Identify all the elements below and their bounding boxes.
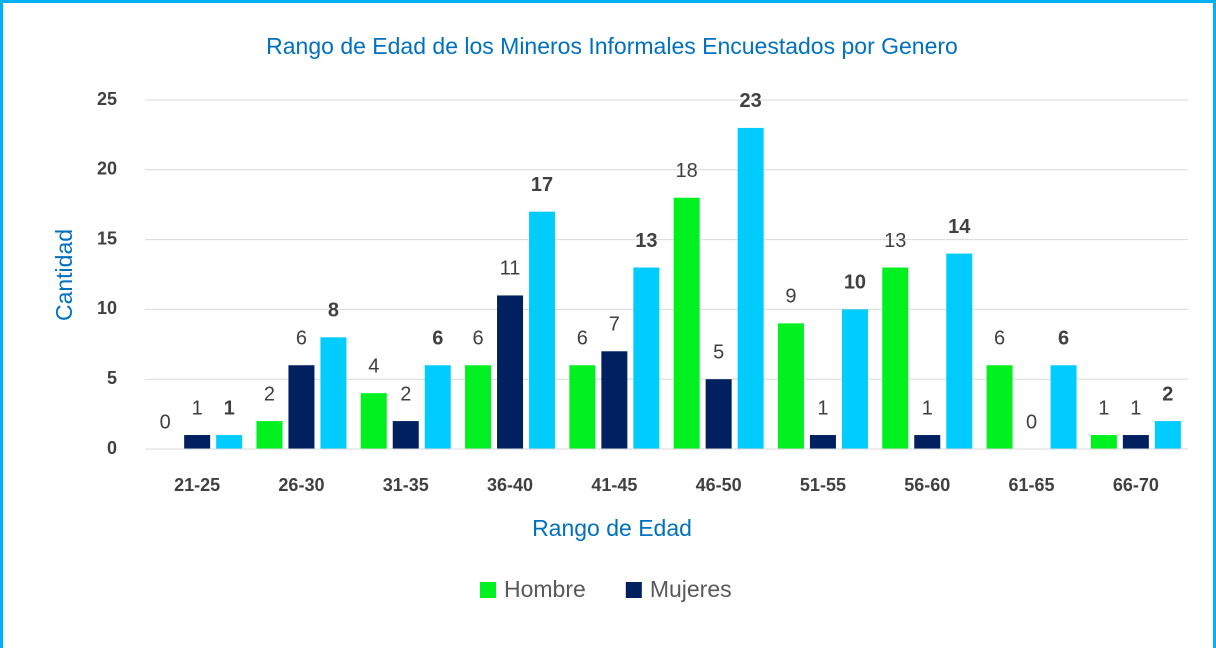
bar xyxy=(320,337,347,449)
bar xyxy=(809,435,836,449)
legend-swatch xyxy=(625,582,642,598)
bar xyxy=(705,379,732,449)
data-label: 2 xyxy=(400,383,411,405)
data-label: 23 xyxy=(740,90,762,112)
y-tick-label: 0 xyxy=(107,438,117,458)
bar xyxy=(216,435,243,449)
bar xyxy=(184,435,211,449)
data-label: 6 xyxy=(472,328,483,350)
data-label: 7 xyxy=(609,314,620,336)
data-label: 13 xyxy=(635,230,657,252)
bar xyxy=(914,435,941,449)
bar xyxy=(986,365,1013,449)
data-label: 1 xyxy=(1098,397,1109,419)
data-label: 1 xyxy=(192,397,203,419)
data-label: 8 xyxy=(328,300,339,322)
y-tick-label: 20 xyxy=(97,159,117,179)
data-label: 10 xyxy=(844,272,866,294)
bar xyxy=(882,267,909,449)
x-tick-label: 51-55 xyxy=(800,475,846,495)
bar xyxy=(673,197,700,449)
x-tick-label: 36-40 xyxy=(487,475,533,495)
x-tick-label: 61-65 xyxy=(1009,475,1055,495)
bar xyxy=(569,365,596,449)
data-label: 18 xyxy=(676,160,698,182)
data-label: 2 xyxy=(1162,383,1173,405)
data-label: 1 xyxy=(922,397,933,419)
data-label: 1 xyxy=(1130,397,1141,419)
x-tick-label: 66-70 xyxy=(1113,475,1159,495)
legend-swatch xyxy=(480,582,496,598)
legend-label: Hombre xyxy=(504,576,586,602)
data-label: 0 xyxy=(160,411,171,433)
data-label: 14 xyxy=(948,216,971,238)
data-label: 11 xyxy=(500,258,521,280)
data-label: 1 xyxy=(224,397,235,419)
bar xyxy=(465,365,492,449)
bar xyxy=(737,127,764,450)
bar xyxy=(1050,365,1077,449)
data-label: 2 xyxy=(264,383,275,405)
data-label: 17 xyxy=(531,174,553,196)
data-label: 13 xyxy=(884,230,906,252)
bar xyxy=(841,309,868,449)
x-tick-label: 26-30 xyxy=(278,475,324,495)
bar xyxy=(777,323,804,449)
x-tick-label: 56-60 xyxy=(904,475,950,495)
bar xyxy=(1122,435,1149,449)
data-label: 6 xyxy=(577,328,588,350)
data-label: 4 xyxy=(368,355,379,377)
bar xyxy=(529,211,556,449)
y-axis-label: Cantidad xyxy=(51,229,77,321)
x-tick-label: 31-35 xyxy=(383,475,429,495)
x-tick-label: 46-50 xyxy=(696,475,742,495)
bar xyxy=(288,365,315,449)
data-label: 0 xyxy=(1026,411,1037,433)
chart-title: Rango de Edad de los Mineros Informales … xyxy=(266,33,958,59)
data-label: 6 xyxy=(432,328,443,350)
bar xyxy=(1090,435,1117,449)
y-tick-label: 15 xyxy=(97,228,117,248)
x-axis-label: Rango de Edad xyxy=(532,515,692,541)
data-label: 9 xyxy=(785,286,796,308)
y-tick-label: 25 xyxy=(97,89,117,109)
x-tick-label: 21-25 xyxy=(174,475,220,495)
bar xyxy=(360,393,387,449)
data-label: 6 xyxy=(994,328,1005,350)
bar xyxy=(633,267,660,449)
data-label: 6 xyxy=(296,328,307,350)
bar xyxy=(1154,421,1181,449)
data-label: 6 xyxy=(1058,328,1069,350)
data-label: 1 xyxy=(817,397,828,419)
bar xyxy=(946,253,973,449)
y-tick-label: 10 xyxy=(97,298,117,318)
y-tick-label: 5 xyxy=(107,368,117,388)
bar xyxy=(601,351,628,449)
x-tick-label: 41-45 xyxy=(591,475,637,495)
data-label: 5 xyxy=(713,341,724,363)
bar xyxy=(392,421,419,449)
bar xyxy=(256,421,283,449)
bar xyxy=(424,365,451,449)
legend-label: Mujeres xyxy=(650,576,732,602)
bar xyxy=(497,295,524,449)
